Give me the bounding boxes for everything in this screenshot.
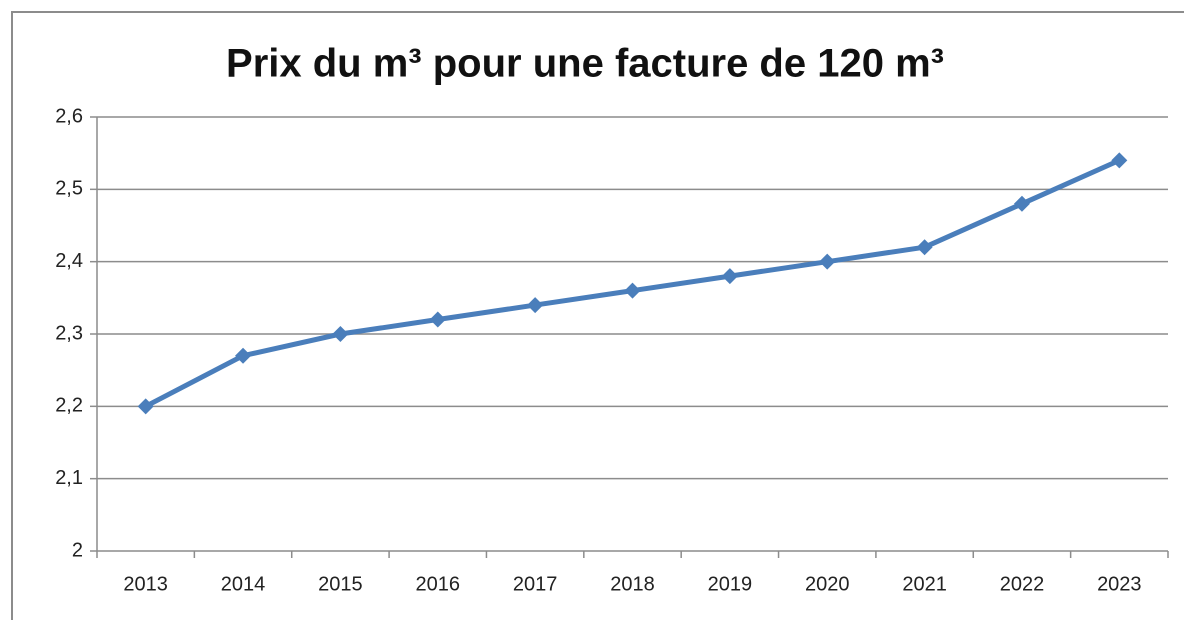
chart-title: Prix du m³ pour une facture de 120 m³ [226, 42, 944, 86]
marker [1111, 152, 1128, 169]
marker [332, 326, 349, 342]
x-tick-label: 2021 [902, 573, 947, 595]
x-tick-label: 2019 [708, 573, 753, 595]
marker [235, 347, 252, 364]
y-tick-label: 2,4 [55, 250, 83, 272]
marker [916, 239, 933, 256]
x-tick-label: 2017 [513, 573, 558, 595]
marker [1013, 195, 1030, 212]
x-tick-label: 2013 [123, 573, 168, 595]
y-tick-label: 2 [72, 539, 83, 561]
y-tick-label: 2,1 [55, 467, 83, 489]
x-tick-label: 2015 [318, 573, 363, 595]
marker [137, 398, 154, 415]
y-tick-label: 2,3 [55, 322, 83, 344]
y-tick-label: 2,6 [55, 105, 83, 127]
x-tick-label: 2018 [610, 573, 655, 595]
x-tick-label: 2020 [805, 573, 850, 595]
x-tick-label: 2022 [1000, 573, 1045, 595]
y-tick-label: 2,5 [55, 178, 83, 200]
marker [527, 297, 544, 314]
chart-frame [11, 11, 1184, 625]
marker [721, 268, 738, 285]
marker [429, 311, 446, 328]
marker [819, 253, 836, 270]
x-tick-label: 2023 [1097, 573, 1142, 595]
y-tick-label: 2,2 [55, 395, 83, 417]
marker [624, 282, 641, 299]
x-tick-label: 2016 [416, 573, 461, 595]
x-tick-label: 2014 [221, 573, 266, 595]
